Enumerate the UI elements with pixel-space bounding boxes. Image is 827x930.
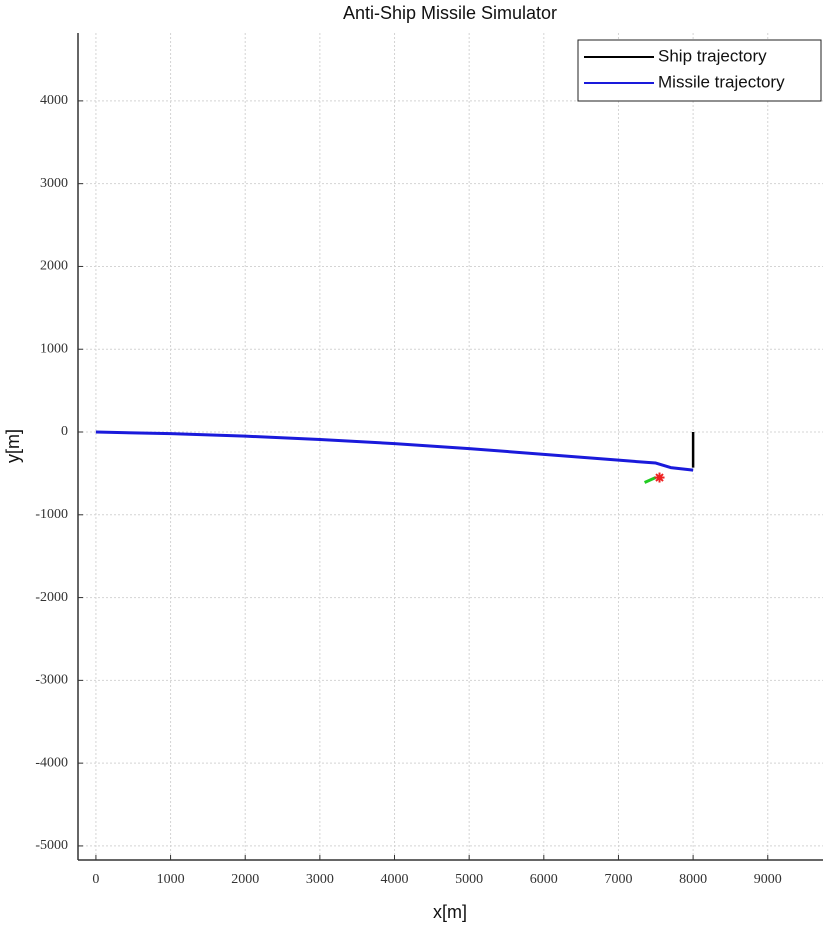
legend-label: Missile trajectory <box>658 72 785 91</box>
marker-stroke <box>655 473 664 482</box>
marker <box>654 472 665 483</box>
y-tick-label: 3000 <box>40 176 68 191</box>
y-tick-label: 2000 <box>40 259 68 274</box>
y-tick-label: -3000 <box>35 673 68 688</box>
x-tick-label: 1000 <box>157 872 185 887</box>
x-tick-label: 9000 <box>754 872 782 887</box>
y-axis-label: y[m] <box>3 429 23 463</box>
x-axis-label: x[m] <box>433 902 467 922</box>
y-tick-label: -2000 <box>35 590 68 605</box>
x-tick-label: 8000 <box>679 872 707 887</box>
x-tick-label: 0 <box>92 872 99 887</box>
legend-box <box>577 39 822 102</box>
y-tick-label: -1000 <box>35 507 68 522</box>
legend-label: Ship trajectory <box>658 46 767 65</box>
y-tick-label: 4000 <box>40 93 68 108</box>
x-tick-label: 3000 <box>306 872 334 887</box>
x-tick-label: 6000 <box>530 872 558 887</box>
y-tick-label: 0 <box>61 424 68 439</box>
y-tick-label: 1000 <box>40 341 68 356</box>
x-tick-label: 2000 <box>231 872 259 887</box>
x-tick-label: 5000 <box>455 872 483 887</box>
y-tick-label: -5000 <box>35 838 68 853</box>
series-line <box>643 476 657 484</box>
x-tick-label: 4000 <box>381 872 409 887</box>
x-tick-label: 7000 <box>604 872 632 887</box>
y-tick-label: -4000 <box>35 755 68 770</box>
series-line <box>95 430 694 472</box>
chart-title: Anti-Ship Missile Simulator <box>343 3 557 23</box>
